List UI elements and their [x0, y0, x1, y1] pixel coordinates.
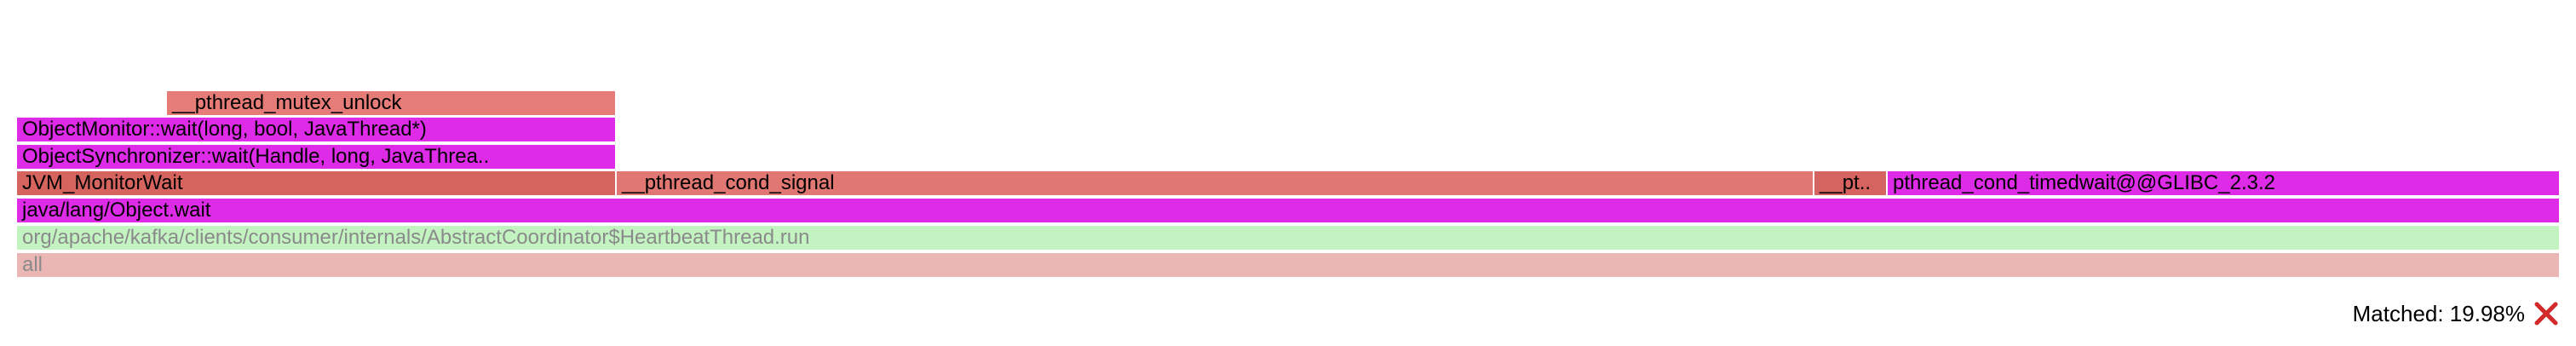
frame-pthread-mutex-unlock[interactable]: __pthread_mutex_unlock [167, 91, 615, 115]
frame-pthread-cond-signal[interactable]: __pthread_cond_signal [617, 171, 1813, 195]
matched-text: Matched: 19.98% [2352, 300, 2525, 326]
frame-heartbeatthread-run[interactable]: org/apache/kafka/clients/consumer/intern… [17, 226, 2559, 250]
frame-all[interactable]: all [17, 253, 2559, 277]
close-icon[interactable] [2533, 301, 2559, 326]
frame-java-object-wait[interactable]: java/lang/Object.wait [17, 199, 2559, 222]
matched-status: Matched: 19.98% [2353, 298, 2559, 329]
frame-jvm-monitorwait[interactable]: JVM_MonitorWait [17, 171, 615, 195]
frame-objectsynchronizer-wait[interactable]: ObjectSynchronizer::wait(Handle, long, J… [17, 145, 615, 169]
frame-pt-truncated[interactable]: __pt.. [1814, 171, 1886, 195]
frame-objectmonitor-wait[interactable]: ObjectMonitor::wait(long, bool, JavaThre… [17, 118, 615, 141]
frame-pthread-cond-timedwait[interactable]: pthread_cond_timedwait@@GLIBC_2.3.2 [1888, 171, 2559, 195]
